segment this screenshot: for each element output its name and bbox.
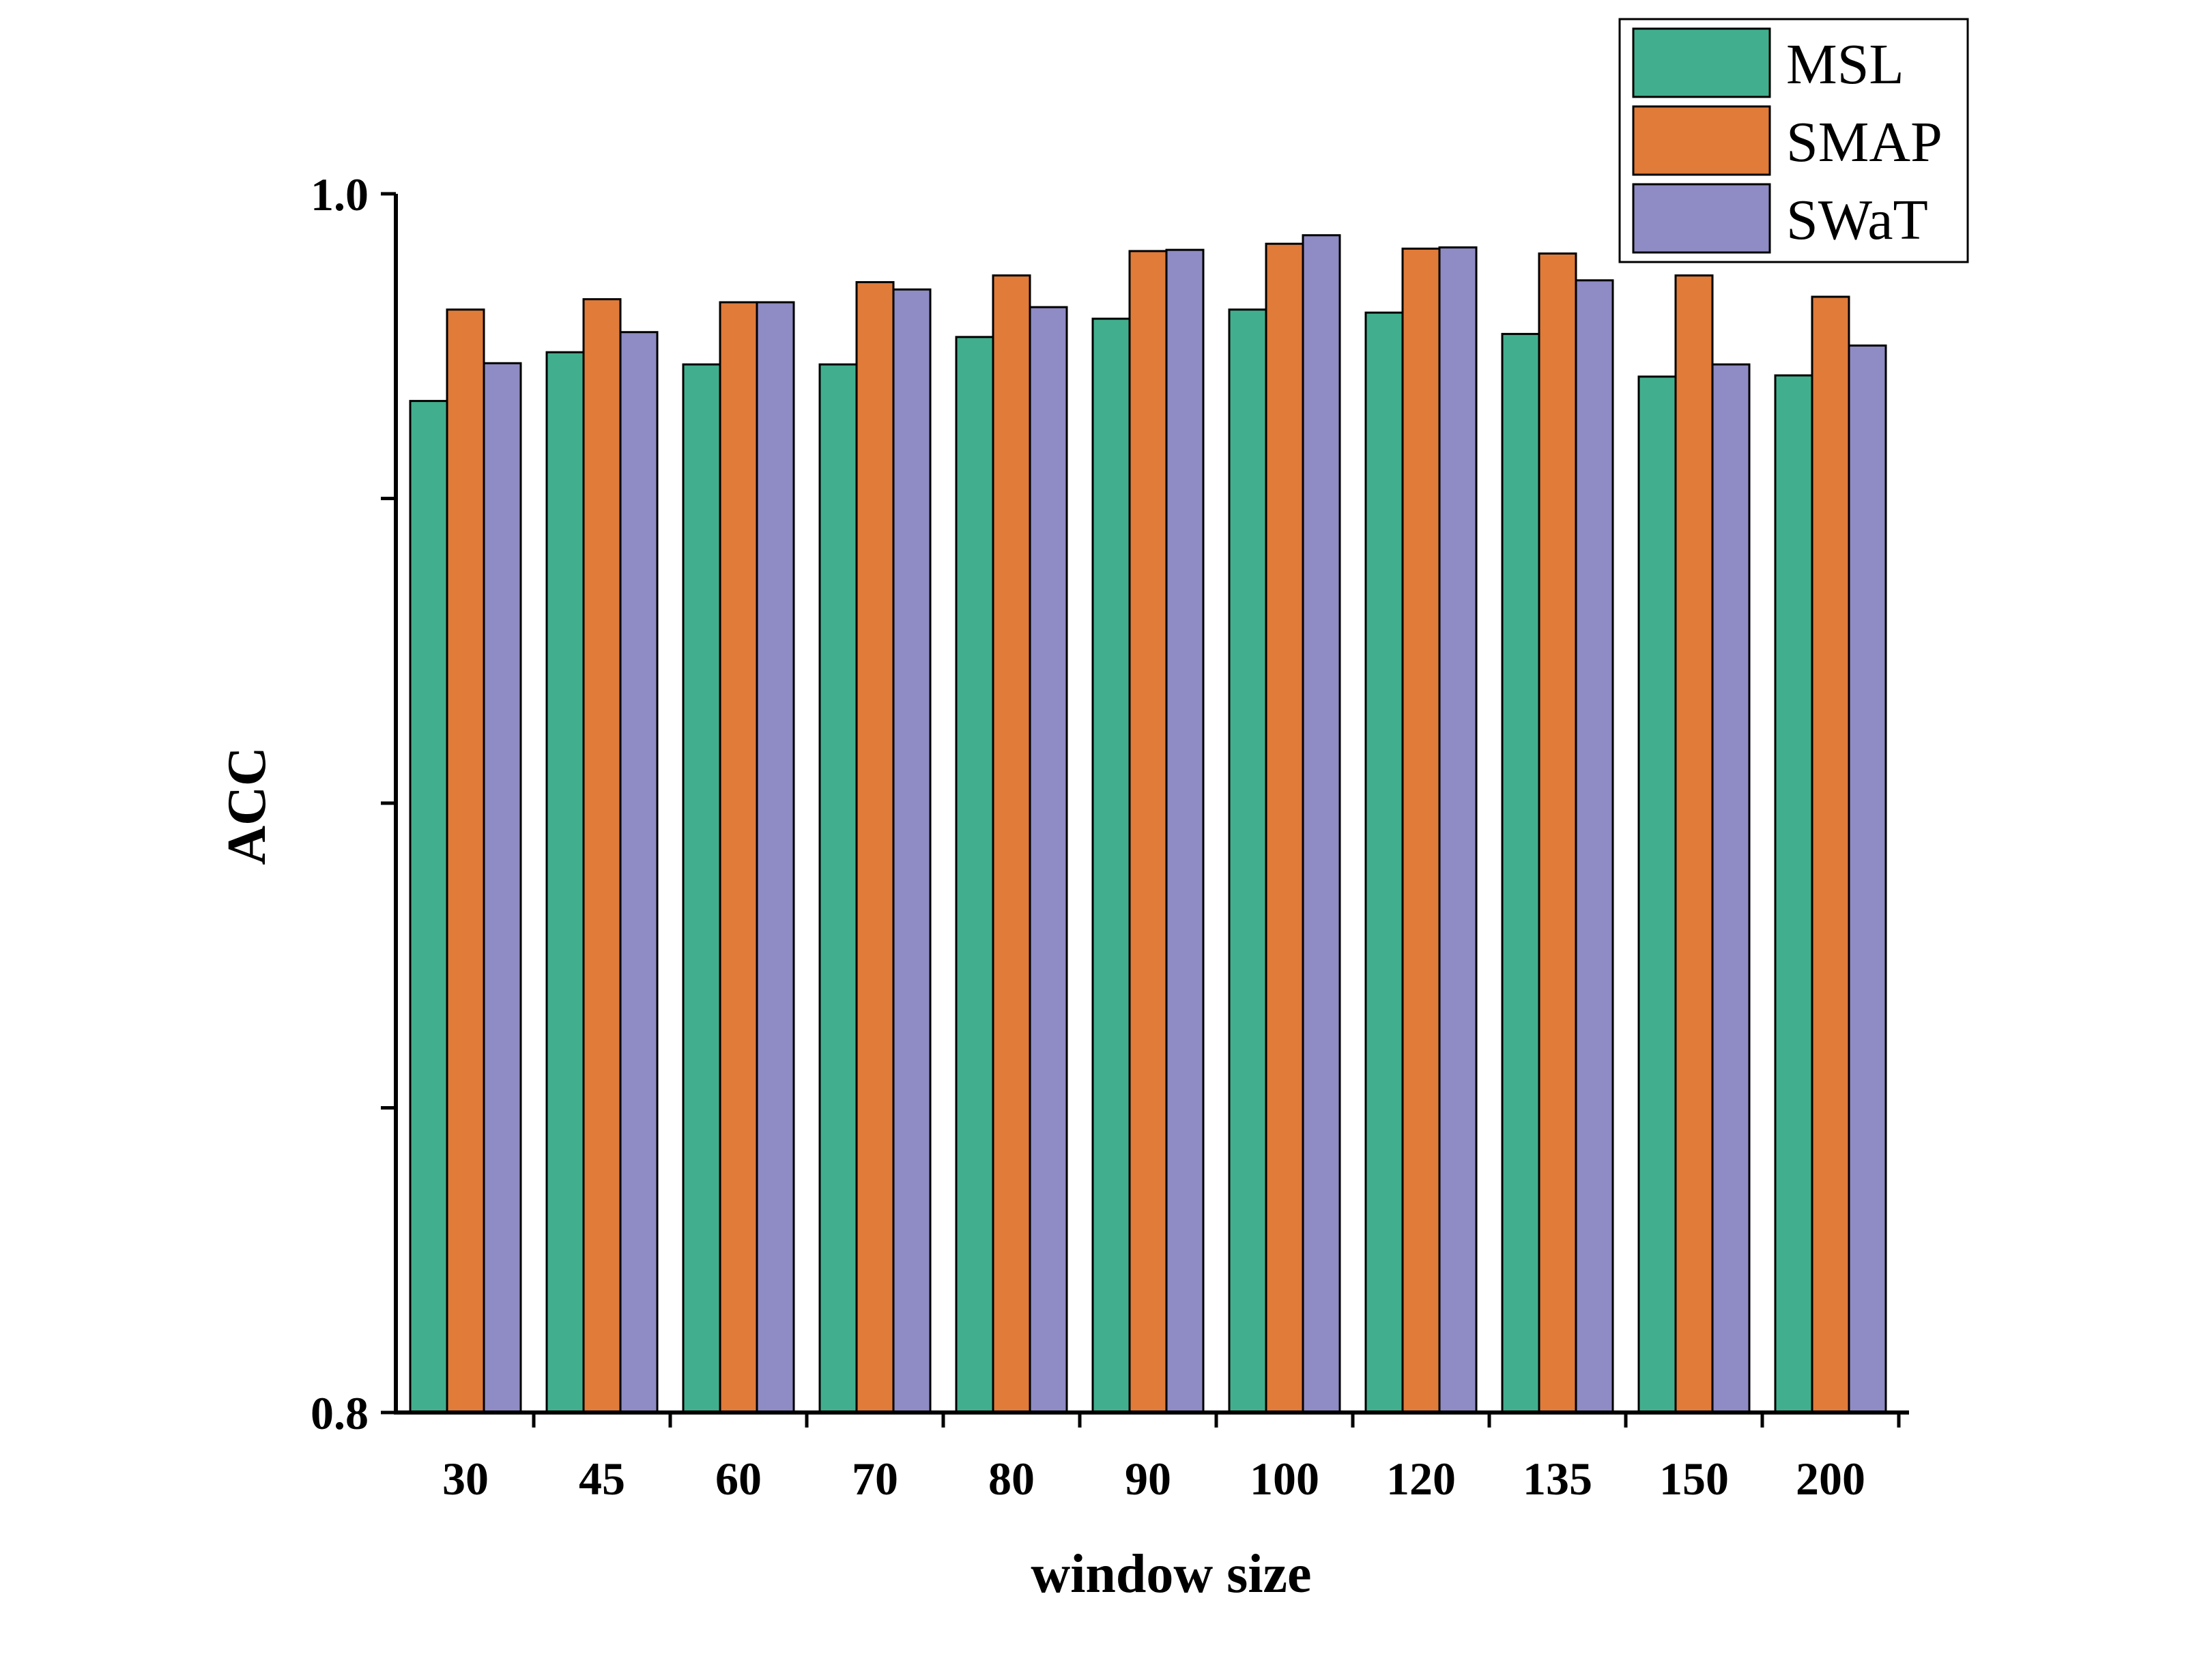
bar-msl-45 — [545, 351, 585, 1414]
bar-smap-100 — [1265, 242, 1304, 1414]
bar-swat-100 — [1302, 234, 1341, 1414]
y-ticks-group: 1.0 0.8 — [311, 169, 396, 1439]
bar-swat-150 — [1711, 363, 1751, 1414]
bar-swat-120 — [1438, 246, 1478, 1414]
legend-swatch-smap — [1632, 105, 1771, 176]
x-tick-label-90: 90 — [1125, 1453, 1171, 1505]
bar-msl-100 — [1228, 308, 1267, 1414]
bar-swat-60 — [756, 301, 795, 1414]
x-tick-label-135: 135 — [1523, 1453, 1592, 1505]
y-tick-label: 0.8 — [311, 1387, 369, 1439]
bar-swat-135 — [1575, 279, 1614, 1414]
bar-swat-70 — [892, 288, 932, 1414]
bar-smap-150 — [1674, 274, 1714, 1414]
bar-smap-45 — [582, 298, 622, 1414]
bar-smap-60 — [719, 301, 758, 1414]
x-tick-label-30: 30 — [442, 1453, 489, 1505]
x-axis-title: window size — [1031, 1544, 1311, 1604]
y-axis-title: ACC — [217, 747, 277, 865]
x-tick-label-150: 150 — [1659, 1453, 1729, 1505]
bar-msl-60 — [682, 363, 721, 1414]
x-tick-label-80: 80 — [988, 1453, 1035, 1505]
bar-smap-135 — [1538, 252, 1577, 1414]
bar-smap-120 — [1401, 247, 1441, 1414]
x-tick-label-60: 60 — [715, 1453, 762, 1505]
bar-swat-80 — [1029, 306, 1068, 1414]
x-ticks-group: 30 45 60 70 80 90 100 120 135 150 200 — [442, 1413, 1901, 1505]
legend-label-msl: MSL — [1786, 33, 1904, 96]
bar-msl-90 — [1091, 317, 1131, 1414]
bar-smap-200 — [1811, 295, 1850, 1414]
legend-label-swat: SWaT — [1786, 188, 1928, 252]
bar-swat-200 — [1848, 344, 1887, 1414]
legend-swatch-msl — [1632, 27, 1771, 98]
x-tick-label-120: 120 — [1386, 1453, 1456, 1505]
y-tick-label: 1.0 — [311, 169, 369, 220]
bar-swat-30 — [483, 362, 522, 1414]
bar-msl-120 — [1364, 311, 1404, 1414]
bar-msl-80 — [955, 336, 994, 1414]
x-tick-label-100: 100 — [1250, 1453, 1319, 1505]
x-tick-label-70: 70 — [852, 1453, 898, 1505]
bar-smap-30 — [446, 308, 485, 1414]
bar-msl-70 — [818, 363, 858, 1414]
bar-msl-200 — [1774, 374, 1813, 1414]
legend: MSL SMAP SWaT — [1618, 18, 1969, 263]
bar-msl-30 — [409, 400, 448, 1414]
x-tick-label-200: 200 — [1796, 1453, 1865, 1505]
legend-label-smap: SMAP — [1786, 111, 1942, 174]
bars-group — [409, 234, 1887, 1414]
bar-smap-70 — [855, 280, 895, 1414]
bar-msl-135 — [1501, 332, 1540, 1414]
bar-msl-150 — [1637, 375, 1677, 1414]
bar-swat-90 — [1165, 248, 1205, 1414]
bar-smap-90 — [1128, 250, 1168, 1414]
bar-smap-80 — [992, 274, 1031, 1414]
legend-swatch-swat — [1632, 183, 1771, 254]
x-tick-label-45: 45 — [579, 1453, 625, 1505]
bar-swat-45 — [619, 331, 659, 1414]
